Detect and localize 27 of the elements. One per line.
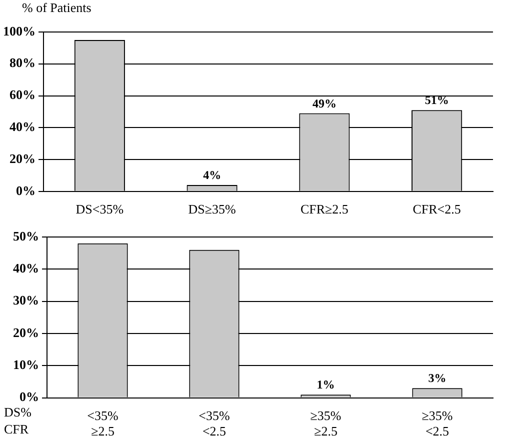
- data-label: 1%: [316, 378, 335, 392]
- x-tick-label: <35% ≥2.5: [87, 408, 118, 439]
- x-tick-label: CFR<2.5: [412, 202, 461, 217]
- y-tick-label: 10%: [13, 357, 39, 372]
- x-tick-label: ≥35% <2.5: [422, 408, 453, 439]
- y-tick-label: 20%: [10, 150, 36, 166]
- y-tick-label: 40%: [13, 260, 39, 276]
- y-tick-label: 60%: [10, 87, 36, 102]
- y-tick-label: 50%: [13, 228, 39, 244]
- y-axis-title: % of Patients: [21, 0, 92, 16]
- data-label: 3%: [428, 371, 446, 386]
- y-tick-label: 20%: [13, 324, 39, 340]
- text: DS%: [4, 404, 32, 420]
- x-tick-label: ≥35% ≥2.5: [310, 408, 342, 439]
- x-tick-label: DS≥35%: [188, 202, 236, 217]
- y-tick-label: 30%: [13, 292, 39, 308]
- y-tick-label: 0%: [16, 182, 36, 198]
- y-tick-label: 80%: [10, 55, 36, 70]
- data-label: 49%: [312, 96, 336, 110]
- y-tick-label: 0%: [20, 389, 39, 404]
- x-tick-label: DS<35%: [76, 202, 124, 217]
- y-tick-label: 40%: [10, 119, 36, 134]
- y-tick-label: 100%: [3, 23, 36, 38]
- x-tick-label: CFR≥2.5: [300, 202, 348, 217]
- data-label: 4%: [203, 168, 222, 182]
- x-tick-label: <35% <2.5: [198, 408, 230, 439]
- text: CFR: [4, 422, 29, 437]
